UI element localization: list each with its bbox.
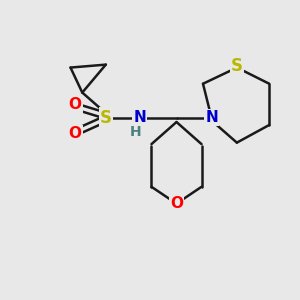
Text: N: N bbox=[133, 110, 146, 125]
Text: H: H bbox=[130, 125, 141, 139]
Text: O: O bbox=[68, 97, 81, 112]
Text: S: S bbox=[231, 57, 243, 75]
Text: S: S bbox=[100, 109, 112, 127]
Text: N: N bbox=[206, 110, 218, 125]
Text: O: O bbox=[68, 126, 81, 141]
Text: O: O bbox=[170, 196, 183, 211]
